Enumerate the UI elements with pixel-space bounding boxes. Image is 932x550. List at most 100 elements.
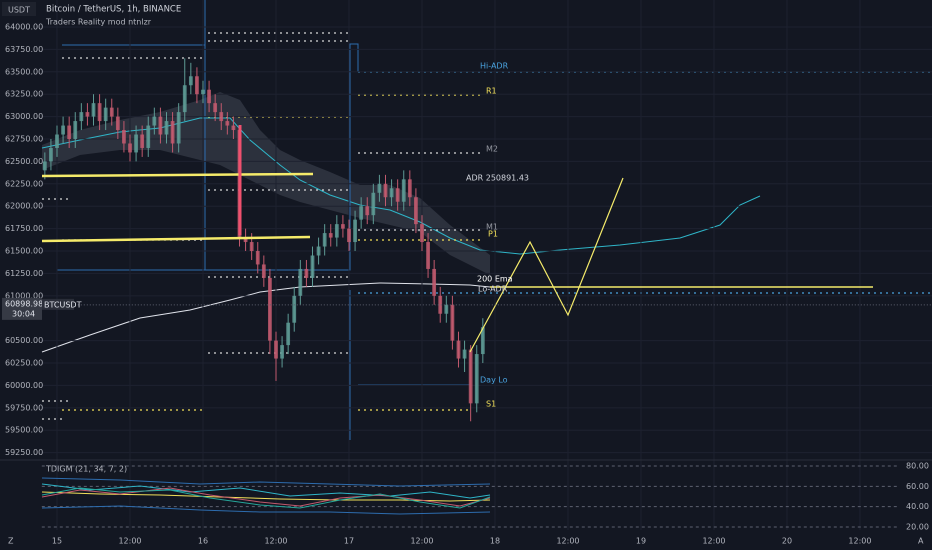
candle-body	[480, 327, 485, 355]
osc-tick-label: 40.00	[906, 502, 929, 511]
candle-body	[407, 179, 412, 198]
candle-body	[456, 340, 461, 359]
candle-body	[462, 349, 467, 359]
candle-body	[298, 268, 303, 296]
drawings	[41, 125, 873, 353]
candle-body	[274, 340, 278, 359]
candle-body	[353, 219, 357, 243]
candle-body	[426, 242, 430, 269]
candle-body	[55, 134, 59, 148]
x-tick-label: 16	[198, 537, 208, 546]
level-label: S1	[486, 400, 496, 409]
candle-body	[268, 277, 272, 341]
candle-body	[115, 116, 120, 131]
candle-body	[103, 107, 108, 122]
currency-box	[2, 2, 36, 16]
candle-body	[67, 125, 72, 139]
candle-body	[158, 116, 163, 135]
osc-line	[41, 487, 491, 509]
level-label: Day Lo	[480, 376, 508, 385]
candle-body	[49, 147, 53, 162]
x-tick-label: 19	[636, 537, 646, 546]
candle-body	[85, 112, 90, 117]
candle-body	[231, 125, 236, 131]
level-label: ADR 250891.43	[466, 174, 529, 183]
candle-body	[444, 304, 449, 314]
candle-body	[371, 192, 376, 216]
countdown: 30:04	[12, 309, 35, 318]
y-tick-label: 61750.00	[5, 224, 43, 233]
candle-body	[304, 268, 309, 278]
level-label: Lo-ADR	[478, 285, 508, 294]
candle-body	[140, 134, 145, 148]
candle-body	[468, 349, 473, 404]
y-tick-label: 62250.00	[5, 179, 43, 188]
corner-button[interactable]: A	[918, 537, 924, 546]
candle-body	[207, 89, 211, 104]
y-tick-label: 61000.00	[5, 291, 43, 300]
candle-body	[292, 295, 297, 323]
chart-title: Bitcoin / TetherUS, 1h, BINANCE	[46, 5, 181, 15]
trend-line	[41, 235, 311, 243]
y-tick-label: 60500.00	[5, 336, 43, 345]
level-label: Hi-ADR	[480, 62, 509, 71]
candle-body	[420, 224, 424, 243]
level-label: M1	[486, 223, 498, 232]
candle-body	[377, 183, 382, 193]
candle-body	[365, 206, 370, 216]
candle-body	[243, 237, 248, 243]
oscillator-title: TDIGM (21, 34, 7, 2)	[45, 465, 127, 474]
candle-body	[195, 76, 199, 95]
candle-body	[383, 183, 388, 198]
osc-line	[41, 483, 491, 499]
candle-body	[347, 228, 351, 243]
candle-body	[450, 304, 455, 341]
x-tick-label: 18	[490, 537, 500, 546]
candle-body	[341, 224, 345, 229]
x-tick-label: 15	[52, 537, 62, 546]
candle-body	[395, 188, 400, 202]
trend-line	[41, 172, 314, 178]
candle-body	[109, 107, 114, 117]
x-tick-label: 12:00	[118, 537, 141, 546]
y-tick-label: 63750.00	[5, 45, 43, 54]
y-tick-label: 59500.00	[5, 426, 43, 435]
y-tick-label: 63000.00	[5, 112, 43, 121]
y-tick-label: 62500.00	[5, 157, 43, 166]
candle-body	[97, 103, 102, 122]
level-label: M2	[486, 145, 498, 154]
candle-body	[389, 188, 394, 198]
last-price-box	[2, 297, 42, 320]
osc-line	[41, 487, 491, 507]
currency: USDT	[8, 6, 30, 15]
symbol-box	[42, 298, 74, 310]
x-tick-label: 12:00	[264, 537, 287, 546]
projection	[469, 177, 624, 353]
oscillator	[41, 477, 491, 515]
candle-body	[280, 345, 284, 359]
y-tick-label: 60250.00	[5, 359, 43, 368]
candle-body	[359, 206, 364, 220]
level-label: R1	[486, 87, 497, 96]
y-tick-label: 61500.00	[5, 247, 43, 256]
corner-button[interactable]: Z	[8, 537, 14, 546]
candle-body	[249, 242, 254, 252]
y-tick-label: 63500.00	[5, 67, 43, 76]
candle-body	[316, 246, 321, 256]
candle-body	[164, 121, 169, 135]
osc-tick-label: 60.00	[906, 482, 929, 491]
y-tick-label: 59250.00	[5, 448, 43, 457]
candle-body	[201, 89, 205, 95]
candle-body	[170, 121, 175, 144]
candle-body	[176, 112, 181, 144]
candle-body	[322, 233, 327, 247]
candle-body	[310, 255, 315, 278]
chart-subtitle: Traders Reality mod ntnlzr	[45, 18, 152, 27]
y-tick-label: 61250.00	[5, 269, 43, 278]
last-price: 60898.98	[5, 299, 43, 308]
osc-band	[41, 477, 491, 487]
candle-body	[61, 125, 65, 135]
y-tick-label: 60000.00	[5, 381, 43, 390]
osc-tick-label: 80.00	[906, 461, 929, 470]
